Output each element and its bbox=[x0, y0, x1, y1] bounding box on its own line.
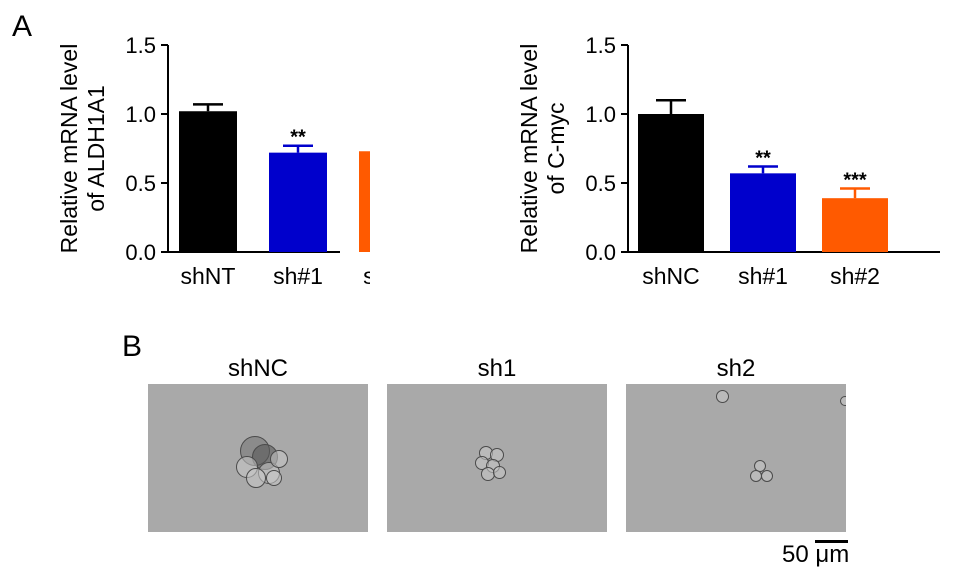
chart-aldh1a1: 0.0 0.5 1.0 1.5 Relative mRNA level of ALDH1A… bbox=[56, 33, 370, 289]
y-tick-label: 0.5 bbox=[585, 171, 616, 196]
y-tick-label: 1.0 bbox=[125, 102, 156, 127]
bar bbox=[638, 114, 704, 252]
chart-c-myc: 0.0 0.5 1.0 1.5 Relative mRNA level of C-myc s… bbox=[516, 33, 940, 289]
bar bbox=[730, 173, 796, 252]
y-tick-label: 1.5 bbox=[585, 33, 616, 58]
micrograph-label-sh2: sh2 bbox=[716, 355, 756, 382]
significance-label: ** bbox=[755, 147, 771, 169]
bar bbox=[179, 111, 237, 253]
y-tick-label: 0.5 bbox=[125, 171, 156, 196]
micrograph-label-shnc: shNC bbox=[227, 355, 288, 382]
y-tick-label: 0.0 bbox=[585, 240, 616, 265]
x-tick-label: sh#2 bbox=[363, 263, 370, 289]
scale-bar bbox=[815, 540, 848, 543]
y-axis-label-line1: Relative mRNA level bbox=[516, 44, 542, 254]
bar bbox=[269, 152, 327, 252]
x-tick-label: sh#1 bbox=[738, 263, 788, 289]
significance-label: ** bbox=[290, 127, 306, 149]
scale-bar-label: 50 μm bbox=[782, 541, 850, 568]
micrograph-sh2 bbox=[626, 384, 846, 532]
y-axis-label-line2: of ALDH1A1 bbox=[83, 85, 109, 212]
y-axis-label-line1: Relative mRNA level bbox=[56, 44, 82, 254]
y-tick-label: 1.5 bbox=[125, 33, 156, 58]
bar bbox=[822, 198, 888, 252]
bar bbox=[359, 151, 370, 252]
y-tick-label: 0.0 bbox=[125, 240, 156, 265]
y-axis-label-line2: of C-myc bbox=[543, 103, 569, 195]
y-tick-label: 1.0 bbox=[585, 102, 616, 127]
micrograph-shnc bbox=[148, 384, 368, 532]
x-tick-label: shNC bbox=[642, 263, 700, 289]
x-tick-label: shNT bbox=[181, 263, 236, 289]
micrograph-label-sh1: sh1 bbox=[477, 355, 517, 382]
x-tick-label: sh#1 bbox=[273, 263, 323, 289]
significance-label: *** bbox=[843, 170, 867, 192]
x-tick-label: sh#2 bbox=[830, 263, 880, 289]
panel-label-a: A bbox=[12, 10, 33, 43]
panel-label-b: B bbox=[122, 330, 143, 363]
micrograph-sh1 bbox=[387, 384, 607, 532]
